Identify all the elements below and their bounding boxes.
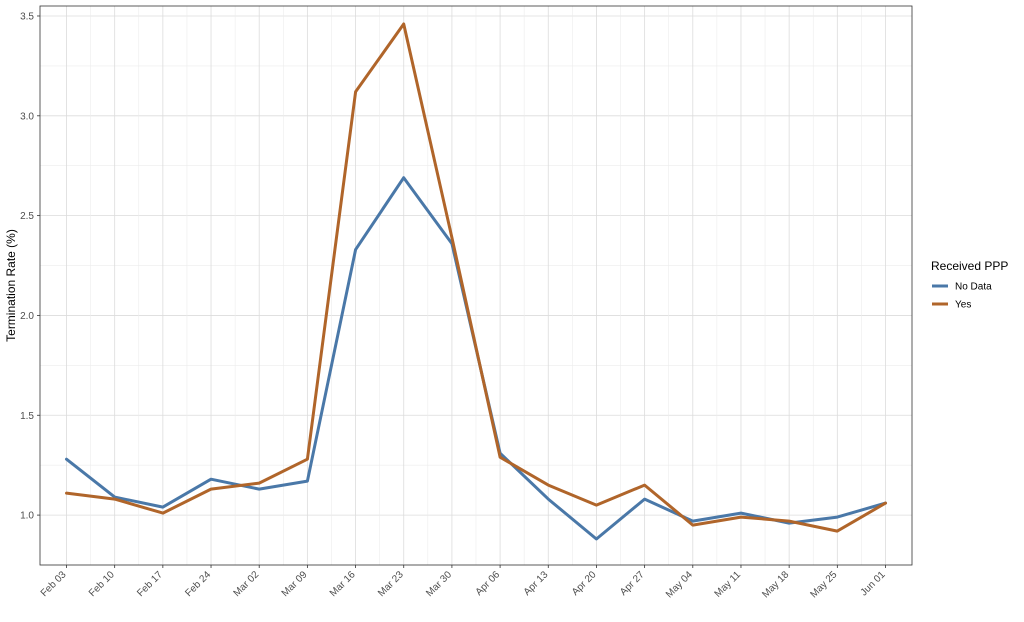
y-tick-label: 2.5 <box>20 211 34 222</box>
y-tick-label: 3.0 <box>20 111 34 122</box>
legend-label: Yes <box>955 300 971 311</box>
legend-items: No Data Yes <box>932 282 992 311</box>
y-axis-title: Termination Rate (%) <box>4 229 18 342</box>
y-tick-label: 1.5 <box>20 411 34 422</box>
plot-panel-border <box>39 5 913 566</box>
y-tick-label: 2.0 <box>20 311 34 322</box>
legend: Received PPP No Data Yes <box>931 259 1008 311</box>
legend-label: No Data <box>955 282 992 293</box>
series-lines <box>65 22 887 541</box>
series-line-yes <box>65 22 887 533</box>
legend-title: Received PPP <box>931 259 1008 273</box>
y-tick-label: 3.5 <box>20 11 34 22</box>
y-tick-label: 1.0 <box>20 511 34 522</box>
